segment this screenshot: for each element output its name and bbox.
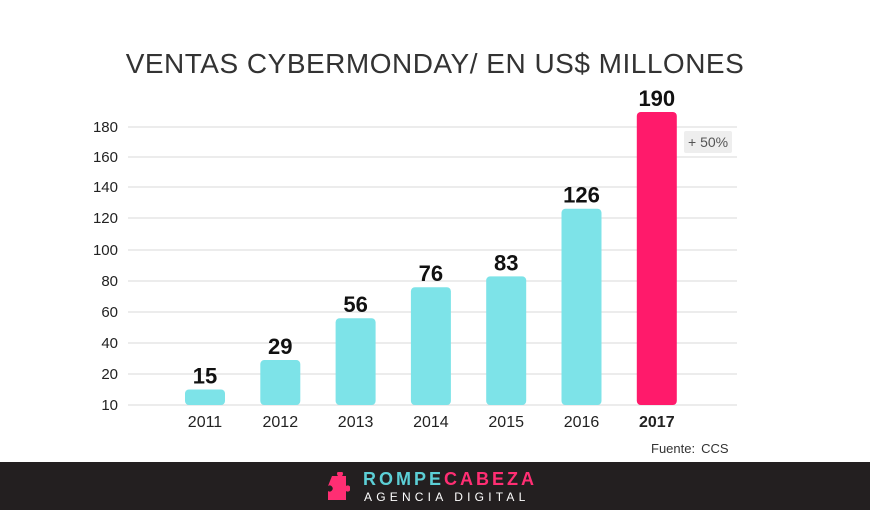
x-tick-label: 2015 xyxy=(488,414,524,431)
data-label: 56 xyxy=(343,292,367,317)
data-label: 15 xyxy=(193,364,217,389)
source-value: CCS xyxy=(701,441,729,456)
bar xyxy=(185,389,225,405)
y-tick-label: 160 xyxy=(93,149,118,166)
source-note: Fuente: CCS xyxy=(651,441,735,456)
y-tick-label: 40 xyxy=(101,335,118,352)
y-tick-label: 80 xyxy=(101,273,118,290)
bar xyxy=(410,287,451,405)
data-label: 76 xyxy=(419,261,443,286)
data-label: 126 xyxy=(563,183,600,208)
x-tick-label: 2016 xyxy=(564,414,600,431)
y-tick-label: 10 xyxy=(101,397,118,414)
x-tick-label: 2014 xyxy=(413,414,449,431)
y-tick-label: 20 xyxy=(101,366,118,383)
y-tick-label: 120 xyxy=(93,210,118,227)
y-tick-label: 180 xyxy=(93,119,118,136)
x-tick-label: 2013 xyxy=(338,414,374,431)
brand-name-part1: ROMPE xyxy=(363,469,445,489)
data-label: 190 xyxy=(638,86,675,111)
bar xyxy=(260,360,301,405)
puzzle-piece-icon xyxy=(328,472,350,500)
data-label: 83 xyxy=(494,250,518,275)
bar xyxy=(335,318,376,405)
growth-annotation: + 50% xyxy=(684,131,733,153)
y-tick-label: 60 xyxy=(101,304,118,321)
bar-chart: 10 20 40 60 80 100 120 140 160 180 15 2011 29 2012 56 2… xyxy=(93,86,737,431)
y-tick-label: 140 xyxy=(93,179,118,196)
brand-name: ROMPECABEZA xyxy=(363,469,537,490)
chart-title: VENTAS CYBERMONDAY/ EN US$ MILLONES xyxy=(125,48,745,79)
y-tick-label: 100 xyxy=(93,242,118,259)
bar xyxy=(561,208,602,405)
bar xyxy=(636,112,677,405)
footer-bar xyxy=(0,462,870,510)
bar xyxy=(486,276,527,405)
source-label: Fuente: xyxy=(651,441,696,456)
x-tick-label: 2017 xyxy=(639,414,675,431)
brand-tagline: AGENCIA DIGITAL xyxy=(364,490,530,504)
x-tick-label: 2011 xyxy=(188,414,223,431)
data-label: 29 xyxy=(268,334,292,359)
brand-name-part2: CABEZA xyxy=(444,469,538,489)
x-tick-label: 2012 xyxy=(263,414,299,431)
